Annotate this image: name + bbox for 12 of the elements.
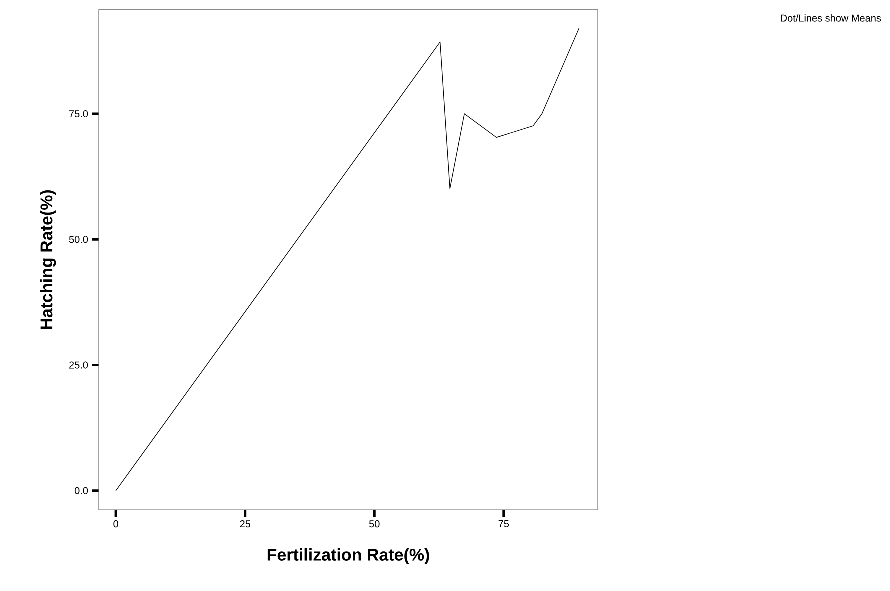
y-tick-label: 0.0 xyxy=(74,487,88,494)
x-tick-label: 25 xyxy=(240,520,250,528)
y-tick-label: 75.0 xyxy=(70,110,88,118)
text: Dot/Lines show Means xyxy=(781,14,882,22)
y-axis-title: Hatching Rate(%) xyxy=(40,190,56,330)
y-tick-label: 25.0 xyxy=(70,362,88,369)
x-axis-title: Fertilization Rate(%) xyxy=(268,548,430,564)
x-tick-label: 0 xyxy=(114,520,118,528)
x-tick-label: 75 xyxy=(498,520,510,528)
x-tick-label: 50 xyxy=(369,520,380,528)
line-series xyxy=(116,28,580,492)
y-tick-label: 50.0 xyxy=(69,236,88,244)
